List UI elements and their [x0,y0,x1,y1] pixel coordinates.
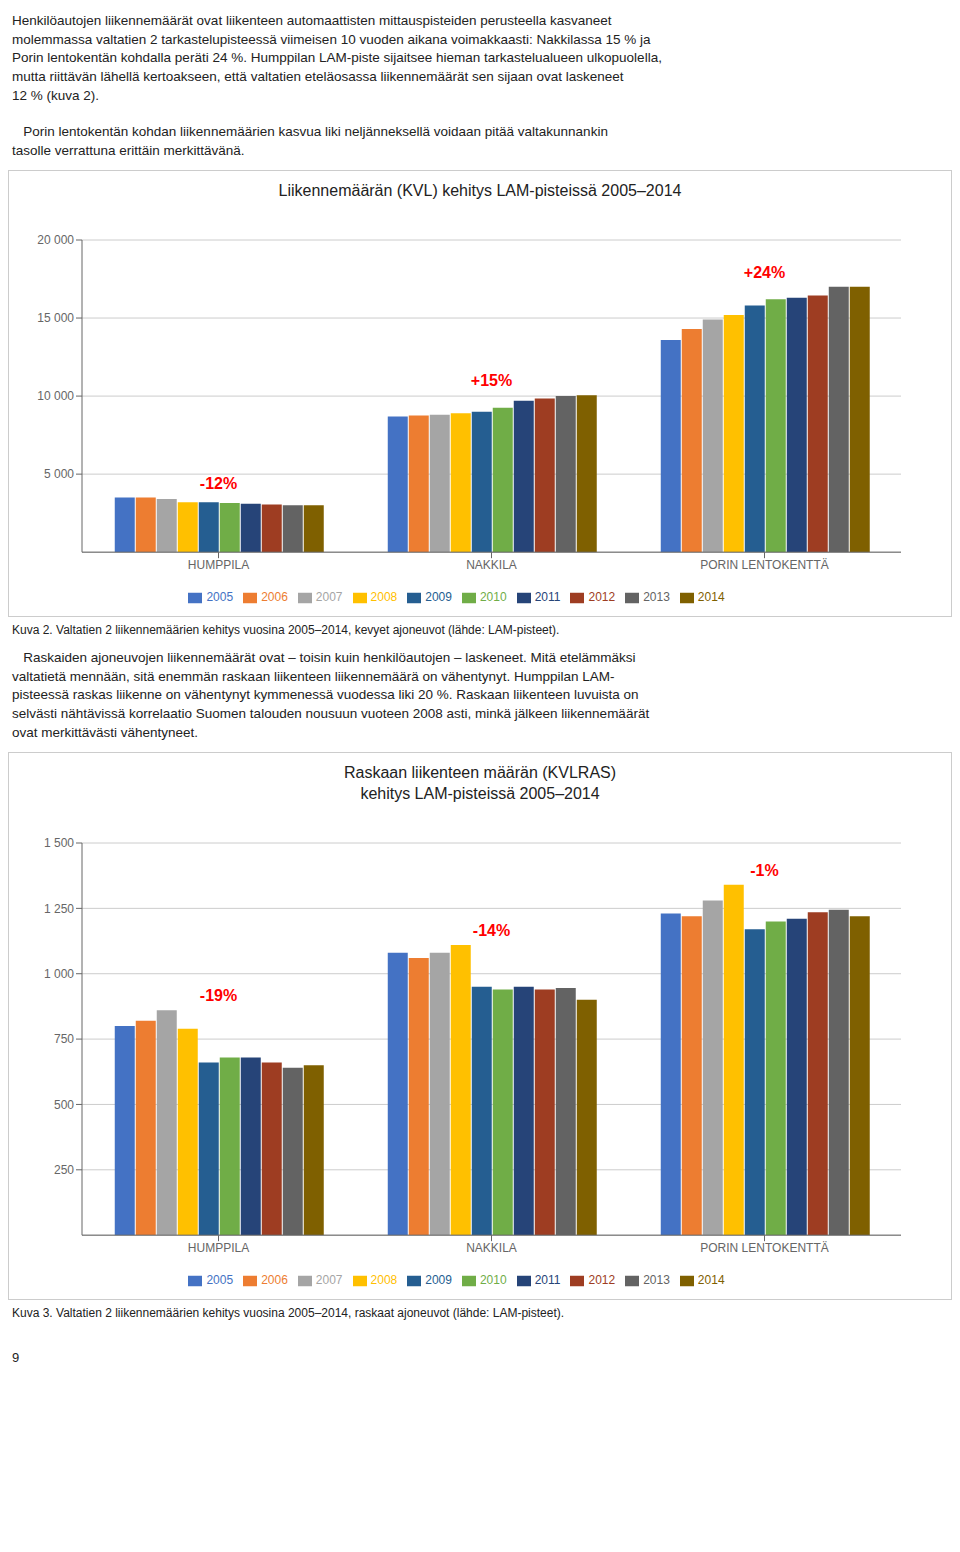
html-text:2008: 2008 [370,590,398,605]
svg-text:-14%: -14% [473,922,510,939]
html-text:2009: 2009 [425,1273,452,1288]
html-text:2012: 2012 [588,590,616,605]
html-text:ovat merkittävästi vähentyneet: ovat merkittävästi vähentyneet. [12,724,199,740]
html-text:Liikennemäärän (KVL) kehitys L: Liikennemäärän (KVL) kehitys LAM-pisteis… [278,182,682,200]
svg-text:HUMPPILA: HUMPPILA [188,558,249,572]
svg-text:-12%: -12% [200,475,237,492]
html-text:Kuva 3. Valtatien 2 liikennemä: Kuva 3. Valtatien 2 liikennemäärien kehi… [12,1305,565,1320]
svg-text:20 000: 20 000 [37,233,74,247]
html-text:molemmassa valtatien 2 tarkast: molemmassa valtatien 2 tarkastelupistees… [12,31,651,47]
html-text:2007: 2007 [315,590,343,605]
svg-text:1 000: 1 000 [44,967,74,981]
html-text:Kuva 2. Valtatien 2 liikennemä: Kuva 2. Valtatien 2 liikennemäärien kehi… [12,623,560,638]
svg-text:750: 750 [54,1032,74,1046]
svg-text:500: 500 [54,1098,74,1112]
svg-text:10 000: 10 000 [37,390,74,404]
html-text:9: 9 [12,1349,20,1365]
html-text:2014: 2014 [697,590,725,605]
html-text:2011: 2011 [534,1273,561,1288]
svg-text:1 500: 1 500 [44,836,74,850]
html-text:2013: 2013 [643,1273,670,1288]
html-text:2006: 2006 [261,590,288,605]
html-text:mutta riittävän lähellä kertoa: mutta riittävän lähellä kertoakseen, ett… [12,68,624,84]
html-text:2014: 2014 [697,1273,725,1288]
svg-text:NAKKILA: NAKKILA [466,1241,517,1255]
html-text:Porin lentokentän kohdalla per: Porin lentokentän kohdalla peräti 24 %. … [12,50,662,66]
svg-text:5 000: 5 000 [44,468,74,482]
html-text:tasolle verrattuna erittäin me: tasolle verrattuna erittäin merkittävänä… [12,142,245,158]
html-text:2007: 2007 [315,1273,343,1288]
html-text:selvästi nähtävissä korrelaati: selvästi nähtävissä korrelaatio Suomen t… [12,706,650,721]
html-text:Raskaiden ajoneuvojen liikenne: Raskaiden ajoneuvojen liikennemäärät ova… [12,650,636,666]
html-text:2005: 2005 [206,1273,234,1288]
svg-text:-1%: -1% [750,862,778,879]
html-text:pisteessä raskas liikenne on v: pisteessä raskas liikenne on vähentynyt … [12,687,639,703]
svg-text:HUMPPILA: HUMPPILA [188,1241,249,1255]
html-text:2006: 2006 [261,1273,288,1288]
html-text:2013: 2013 [643,590,670,605]
svg-text:+24%: +24% [744,264,785,281]
html-text:12 % (kuva 2).: 12 % (kuva 2). [12,87,99,103]
svg-text:PORIN LENTOKENTTÄ: PORIN LENTOKENTTÄ [700,1241,828,1255]
html-text:2011: 2011 [534,590,561,605]
svg-text:NAKKILA: NAKKILA [466,558,517,572]
html-text:Raskaan liikenteen määrän (KVL: Raskaan liikenteen määrän (KVLRAS) kehit… [343,764,617,803]
html-text:valtatietä mennään, sitä enemm: valtatietä mennään, sitä enemmän raskaan… [12,668,615,684]
svg-text:+15%: +15% [471,372,512,389]
html-text:2005: 2005 [206,590,234,605]
html-text:2010: 2010 [479,1273,507,1288]
html-text:Henkilöautojen liikennemäärät: Henkilöautojen liikennemäärät ovat liike… [12,13,612,28]
svg-text:PORIN LENTOKENTTÄ: PORIN LENTOKENTTÄ [700,558,828,572]
html-text:Porin lentokentän kohdan liike: Porin lentokentän kohdan liikennemäärien… [12,124,608,140]
svg-text:-19%: -19% [200,987,237,1004]
svg-text:250: 250 [54,1163,74,1177]
html-text:2008: 2008 [370,1273,398,1288]
svg-text:15 000: 15 000 [37,311,74,325]
html-text:2010: 2010 [479,590,507,605]
html-text:2009: 2009 [425,590,452,605]
html-text:2012: 2012 [588,1273,616,1288]
svg-text:1 250: 1 250 [44,902,74,916]
